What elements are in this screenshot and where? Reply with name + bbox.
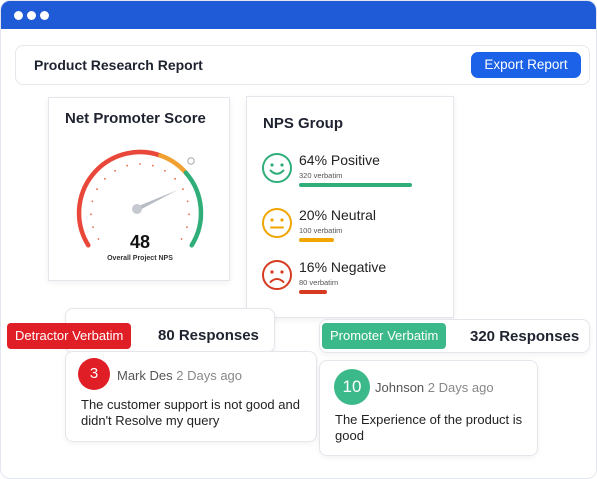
gauge-tick (186, 226, 188, 229)
nps-score: 48 (129, 232, 151, 252)
gauge-needle-pointer (135, 190, 178, 211)
nps-group-neutral: 20% Neutral 100 verbatim (261, 207, 451, 257)
nps-caption: Overall Project NPS (107, 255, 173, 262)
gauge-tick (182, 188, 184, 191)
page-title: Product Research Report (34, 57, 203, 73)
detractor-avatar: 3 (78, 358, 110, 390)
nps-card: Net Promoter Score 48 Overall Project NP… (48, 97, 230, 281)
promoter-verbatim-tag[interactable]: Promoter Verbatim (322, 323, 447, 349)
nps-gauge (76, 149, 204, 248)
promoter-time-ago: 2 Days ago (427, 380, 494, 395)
gauge-arc-segment (76, 149, 163, 248)
nps-group-positive: 64% Positive 320 verbatim (261, 152, 451, 202)
gauge-tick (186, 200, 189, 203)
export-report-button[interactable]: Export Report (471, 52, 581, 78)
nps-group-negative: 16% Negative 80 verbatim (261, 259, 451, 309)
nps-title: Net Promoter Score (65, 110, 206, 127)
negative-bar (299, 290, 327, 294)
promoter-comment-card: 10 Johnson 2 Days ago The Experience of … (319, 360, 538, 456)
title-bar (1, 1, 596, 29)
gauge-tick (114, 169, 116, 172)
gauge-tick (152, 164, 154, 167)
window-dot-icon[interactable] (40, 11, 49, 20)
positive-verbatim: 320 verbatim (299, 171, 343, 180)
gauge-end-icon (187, 157, 195, 165)
neutral-label: 20% Neutral (299, 207, 377, 223)
promoter-author: Johnson 2 Days ago (375, 380, 494, 395)
gauge-tick (92, 226, 94, 229)
gauge-tick (188, 213, 190, 216)
promoter-author-name: Johnson (375, 380, 425, 395)
gauge-tick (126, 164, 128, 167)
nps-group-title: NPS Group (263, 115, 344, 132)
positive-bar (299, 183, 412, 187)
detractor-author-name: Mark Des (117, 368, 173, 383)
window-dot-icon[interactable] (27, 11, 36, 20)
sad-face-icon (262, 260, 292, 290)
negative-label: 16% Negative (299, 259, 387, 275)
nps-group-card: NPS Group 64% Positive 320 verbatim 20% … (246, 96, 454, 318)
neutral-verbatim: 100 verbatim (299, 226, 343, 235)
gauge-tick (97, 238, 100, 240)
gauge-arc-segment (183, 170, 204, 248)
detractor-comment-card: 3 Mark Des 2 Days ago The customer suppo… (65, 351, 317, 442)
gauge-needle (132, 190, 178, 214)
gauge-tick (174, 177, 176, 180)
gauge-tick (139, 163, 141, 165)
gauge-tick (104, 177, 106, 180)
neutral-bar (299, 238, 334, 242)
gauge-tick (90, 213, 92, 216)
gauge-tick (91, 200, 94, 203)
gauge-tick (96, 188, 98, 191)
report-header: Product Research Report Export Report (15, 45, 590, 85)
window-dot-icon[interactable] (14, 11, 23, 20)
gauge-ticks (90, 163, 190, 240)
gauge-needle-hub (132, 204, 142, 214)
promoter-comment-text: The Experience of the product is good (335, 412, 523, 443)
neutral-face-icon (262, 208, 292, 238)
positive-label: 64% Positive (299, 152, 380, 168)
negative-verbatim: 80 verbatim (299, 278, 339, 287)
promoter-response-count: 320 Responses (470, 328, 580, 345)
gauge-arcs (76, 149, 204, 248)
detractor-verbatim-tag[interactable]: Detractor Verbatim (7, 323, 132, 349)
detractor-time-ago: 2 Days ago (176, 368, 243, 383)
happy-face-icon (262, 153, 292, 183)
promoter-avatar: 10 (334, 369, 370, 405)
detractor-comment-text: The customer support is not good and did… (81, 397, 300, 428)
gauge-tick (180, 238, 183, 240)
gauge-tick (164, 169, 166, 172)
detractor-author: Mark Des 2 Days ago (117, 368, 242, 383)
detractor-response-count: 80 Responses (158, 327, 259, 344)
